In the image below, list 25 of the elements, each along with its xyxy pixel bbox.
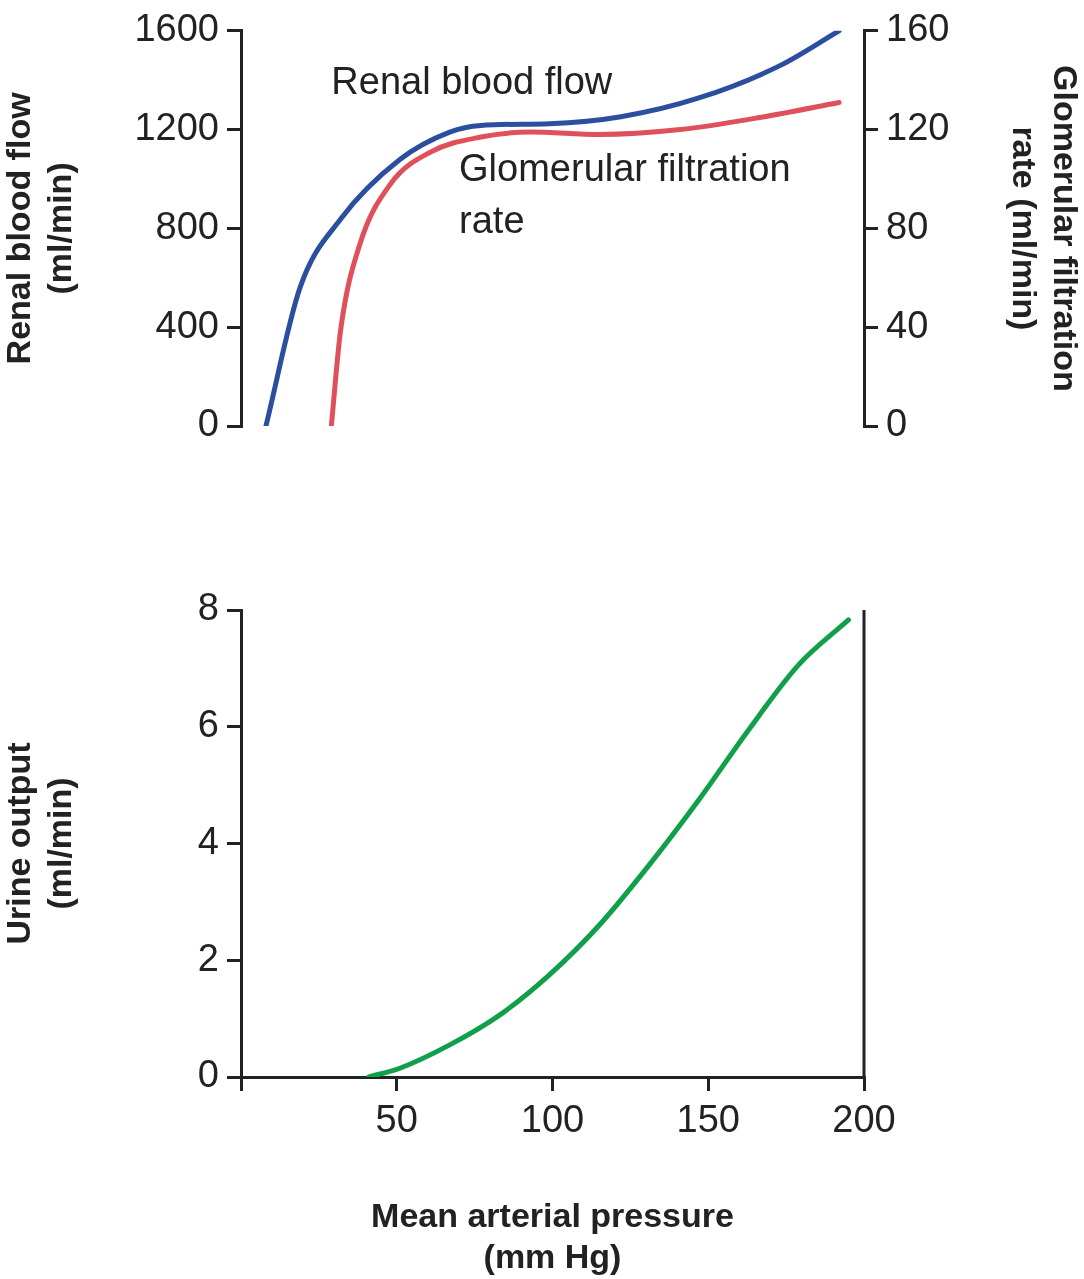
y-tick-label: 0 <box>197 1053 219 1096</box>
series-label: Renal blood flow <box>331 60 613 103</box>
y2-axis-title: Glomerular filtration rate (ml/min) <box>1006 64 1084 392</box>
y-tick-label: 4 <box>197 819 219 862</box>
y2-tick-label: 160 <box>886 7 950 50</box>
x-tick-label: 150 <box>676 1098 740 1141</box>
y-tick-label: 8 <box>197 586 219 629</box>
y-axis-title: Urine output (ml/min) <box>0 742 78 945</box>
series-label: Glomerular filtration rate <box>459 146 791 241</box>
y2-tick-label: 120 <box>886 106 950 149</box>
y-axis-title: Renal blood flow (ml/min) <box>0 91 78 365</box>
y2-tick-label: 40 <box>886 303 929 346</box>
x-tick-label: 100 <box>520 1098 585 1141</box>
y-tick-label: 2 <box>197 936 219 979</box>
y-tick-label: 1200 <box>134 106 219 149</box>
y-tick-label: 6 <box>197 703 219 746</box>
x-tick-label: 50 <box>375 1098 418 1141</box>
y2-tick-label: 80 <box>886 204 929 247</box>
x-tick-label: 200 <box>832 1098 896 1141</box>
x-axis-title: Mean arterial pressure (mm Hg) <box>371 1196 734 1275</box>
y-tick-label: 400 <box>155 303 219 346</box>
y-tick-label: 0 <box>197 402 219 445</box>
y-tick-label: 800 <box>155 204 219 247</box>
y-tick-label: 1600 <box>134 7 219 50</box>
y2-tick-label: 0 <box>886 402 908 445</box>
